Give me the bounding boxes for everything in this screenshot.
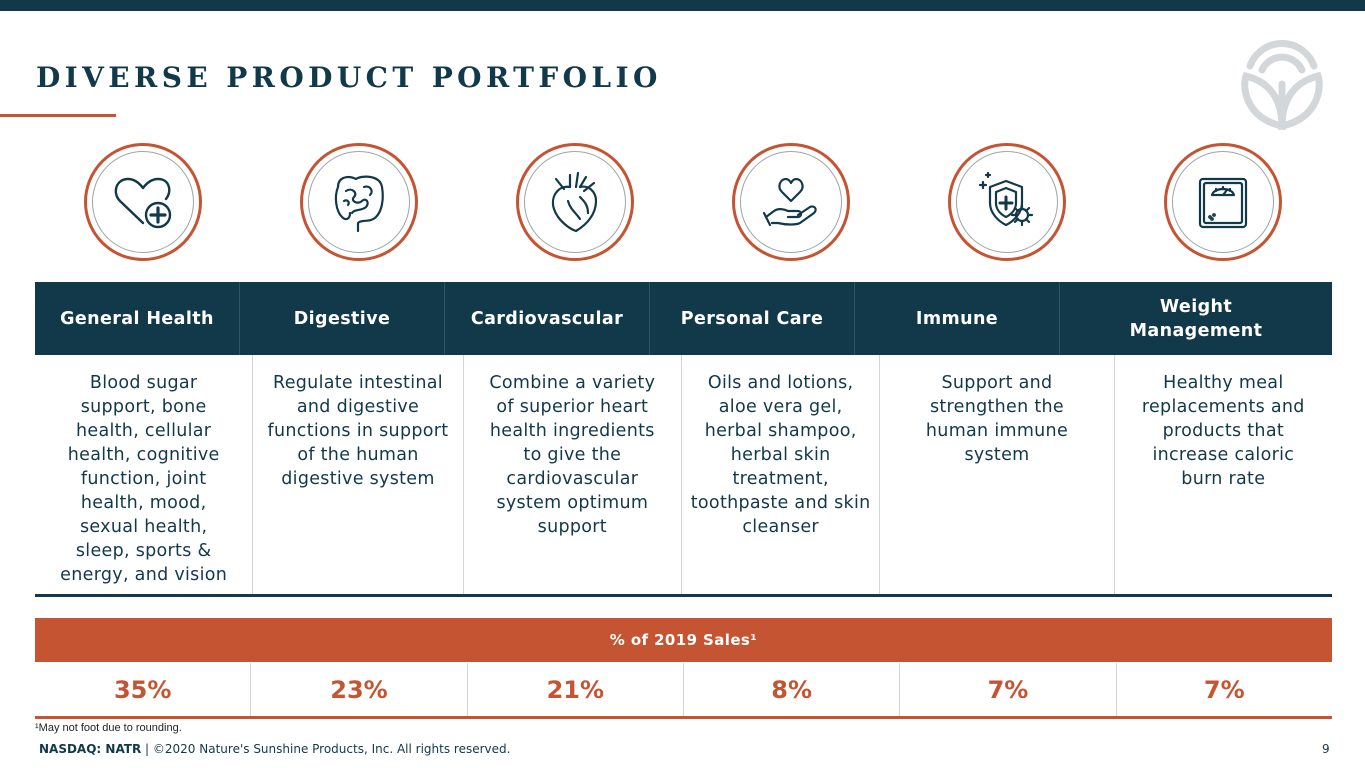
personal-care-icon-circle	[732, 143, 850, 261]
scale-icon	[1198, 177, 1248, 229]
sales-label-bar: % of 2019 Sales¹	[35, 618, 1332, 662]
header-immune: Immune	[855, 282, 1060, 355]
digestive-icon-circle	[300, 143, 418, 261]
percent-bottom-rule	[35, 716, 1332, 719]
percent-digestive: 23%	[251, 663, 468, 717]
footer: NASDAQ: NATR | ©2020 Nature's Sunshine P…	[39, 742, 510, 756]
cardiovascular-icon-circle	[516, 143, 634, 261]
general-health-icon-circle	[84, 143, 202, 261]
footer-copyright: | ©2020 Nature's Sunshine Products, Inc.…	[141, 742, 511, 756]
header-personal-care: Personal Care	[650, 282, 855, 355]
company-leaf-logo-icon	[1241, 39, 1323, 131]
page-number: 9	[1322, 742, 1330, 756]
title-underline	[0, 114, 116, 117]
description-general-health: Blood sugar support, bone health, cellul…	[35, 355, 254, 595]
immune-icon-circle	[948, 143, 1066, 261]
description-cardiovascular: Combine a variety of superior heart heal…	[464, 355, 682, 595]
anatomical-heart-icon	[551, 171, 598, 233]
description-immune: Support and strengthen the human immune …	[880, 355, 1115, 595]
percent-cardiovascular: 21%	[468, 663, 684, 717]
description-personal-care: Oils and lotions, aloe vera gel, herbal …	[682, 355, 881, 595]
header-digestive: Digestive	[240, 282, 445, 355]
slide-title: DIVERSE PRODUCT PORTFOLIO	[36, 61, 662, 94]
header-general-health: General Health	[35, 282, 240, 355]
weight-management-icon-circle	[1164, 143, 1282, 261]
description-bottom-rule	[35, 594, 1332, 597]
sales-percent-row: 35% 23% 21% 8% 7% 7%	[35, 663, 1332, 717]
top-accent-bar	[0, 0, 1365, 11]
category-header-row: General Health Digestive Cardiovascular …	[35, 282, 1332, 355]
immune-shield-icon	[978, 171, 1034, 227]
percent-weight-management: 7%	[1203, 676, 1245, 704]
footnote: ¹May not foot due to rounding.	[35, 722, 182, 734]
intestines-icon	[334, 175, 384, 233]
percent-personal-care: 8%	[684, 663, 901, 717]
header-weight-management: Weight Management	[1129, 296, 1263, 341]
footer-ticker: NASDAQ: NATR	[39, 742, 142, 756]
header-cardiovascular: Cardiovascular	[445, 282, 650, 355]
category-description-row: Blood sugar support, bone health, cellul…	[35, 355, 1332, 595]
percent-immune: 7%	[900, 663, 1117, 717]
hand-heart-icon	[762, 177, 817, 227]
description-digestive: Regulate intestinal and digestive functi…	[253, 355, 464, 595]
percent-general-health: 35%	[35, 663, 252, 717]
heart-plus-icon	[114, 177, 172, 229]
description-weight-management: Healthy meal replacements and products t…	[1141, 373, 1305, 489]
